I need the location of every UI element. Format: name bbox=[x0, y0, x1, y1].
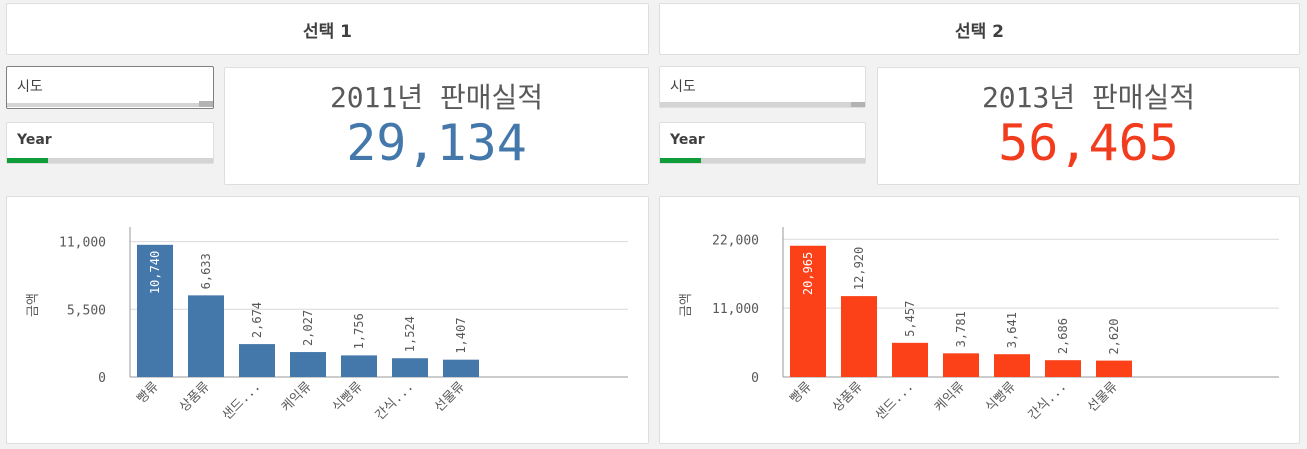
filter-year-1-label: Year bbox=[17, 132, 52, 148]
chart-2-plot: 금액 0 11,000 22,000 20,965 빵류 12,920 상품류 5,457 샌드.… bbox=[679, 227, 1279, 423]
bar-value-label: 2,620 bbox=[1107, 318, 1121, 354]
bar-value-label: 10,740 bbox=[148, 251, 162, 294]
y-tick-label: 11,000 bbox=[712, 302, 759, 317]
x-category-label: 식빵류 bbox=[330, 379, 366, 415]
sheet-header-2: 선택 2 bbox=[659, 3, 1300, 55]
x-category-label: 샌드... bbox=[220, 379, 264, 423]
sheet-header-1: 선택 1 bbox=[6, 3, 649, 55]
chart-1-plot: 금액 0 5,500 11,000 10,740 빵류 6,633 상품류 2,674 샌드...… bbox=[26, 227, 628, 423]
x-category-label: 식빵류 bbox=[983, 379, 1019, 415]
filter-sido-2-track bbox=[660, 102, 865, 107]
bar-value-label: 2,027 bbox=[301, 310, 315, 346]
filter-year-2-track bbox=[660, 158, 865, 163]
filter-sido-1-track bbox=[7, 103, 213, 107]
kpi-2011[interactable]: 2011년 판매실적 29,134 bbox=[224, 67, 649, 185]
sheet-header-1-title: 선택 1 bbox=[302, 21, 353, 42]
filter-sido-1-scrollbar[interactable] bbox=[199, 101, 213, 107]
x-category-label: 상품류 bbox=[830, 379, 866, 415]
y-tick-label: 0 bbox=[751, 371, 759, 386]
filter-year-2-label: Year bbox=[670, 132, 705, 148]
x-category-label: 케익류 bbox=[932, 379, 968, 415]
x-category-label: 빵류 bbox=[787, 379, 815, 407]
bar-1[interactable] bbox=[790, 245, 826, 377]
filter-year-1-track bbox=[7, 158, 213, 163]
filter-sido-1-label: 시도 bbox=[17, 79, 43, 95]
kpi-2011-value: 29,134 bbox=[346, 114, 527, 172]
kpi-2013-value: 56,465 bbox=[998, 114, 1179, 172]
x-category-label: 빵류 bbox=[134, 379, 162, 407]
bar-7[interactable] bbox=[1096, 360, 1132, 377]
bar-2[interactable] bbox=[841, 296, 877, 377]
bar-3[interactable] bbox=[239, 344, 275, 377]
filter-sido-2-label: 시도 bbox=[670, 79, 696, 95]
bar-6[interactable] bbox=[1045, 360, 1081, 377]
x-category-label: 상품류 bbox=[177, 379, 213, 415]
kpi-2011-title: 2011년 판매실적 bbox=[329, 81, 544, 114]
bar-value-label: 3,641 bbox=[1005, 312, 1019, 348]
filter-sido-1[interactable]: 시도 bbox=[6, 66, 214, 109]
bar-3[interactable] bbox=[892, 342, 928, 377]
filter-year-2[interactable]: Year bbox=[659, 122, 866, 164]
filter-year-2-selection-bar bbox=[660, 158, 701, 163]
x-category-label: 간식... bbox=[373, 379, 417, 423]
filter-year-1[interactable]: Year bbox=[6, 122, 214, 164]
bar-value-label: 1,524 bbox=[403, 316, 417, 352]
kpi-2013-title: 2013년 판매실적 bbox=[981, 81, 1196, 114]
bar-value-label: 2,674 bbox=[250, 302, 264, 338]
bar-5[interactable] bbox=[341, 355, 377, 377]
x-category-label: 간식... bbox=[1026, 379, 1070, 423]
bar-4[interactable] bbox=[943, 353, 979, 377]
y-tick-label: 22,000 bbox=[712, 233, 759, 248]
bar-value-label: 6,633 bbox=[199, 253, 213, 289]
bar-7[interactable] bbox=[443, 359, 479, 377]
filter-sido-2[interactable]: 시도 bbox=[659, 66, 866, 108]
filter-sido-2-scrollbar[interactable] bbox=[851, 102, 865, 107]
x-category-label: 선물류 bbox=[432, 379, 468, 415]
y-tick-label: 0 bbox=[98, 371, 106, 386]
y-tick-label: 11,000 bbox=[59, 236, 106, 251]
chart-card-1[interactable]: 금액 0 5,500 11,000 10,740 빵류 6,633 상품류 2,674 샌드...… bbox=[6, 196, 649, 444]
bar-value-label: 5,457 bbox=[903, 301, 917, 337]
sheet-header-2-title: 선택 2 bbox=[954, 21, 1005, 42]
filter-year-1-selection-bar bbox=[7, 158, 49, 163]
x-category-label: 선물류 bbox=[1085, 379, 1121, 415]
bar-2[interactable] bbox=[188, 295, 224, 377]
bar-value-label: 1,756 bbox=[352, 313, 366, 349]
bar-4[interactable] bbox=[290, 352, 326, 377]
kpi-2013[interactable]: 2013년 판매실적 56,465 bbox=[877, 67, 1300, 185]
bar-5[interactable] bbox=[994, 354, 1030, 377]
bar-6[interactable] bbox=[392, 358, 428, 377]
bar-chart-2[interactable]: 금액 0 11,000 22,000 20,965 빵류 12,920 상품류 5,457 샌드.… bbox=[660, 197, 1299, 443]
x-category-label: 케익류 bbox=[279, 379, 315, 415]
bar-value-label: 20,965 bbox=[801, 252, 815, 295]
bar-chart-1[interactable]: 금액 0 5,500 11,000 10,740 빵류 6,633 상품류 2,674 샌드...… bbox=[7, 197, 648, 443]
bar-1[interactable] bbox=[137, 244, 173, 377]
x-category-label: 샌드... bbox=[873, 379, 917, 423]
bar-value-label: 2,686 bbox=[1056, 318, 1070, 354]
y-tick-label: 5,500 bbox=[67, 303, 106, 318]
chart-card-2[interactable]: 금액 0 11,000 22,000 20,965 빵류 12,920 상품류 5,457 샌드.… bbox=[659, 196, 1300, 444]
bar-value-label: 3,781 bbox=[954, 311, 968, 347]
bar-value-label: 12,920 bbox=[852, 247, 866, 290]
y-axis-title: 금액 bbox=[679, 293, 694, 317]
bar-value-label: 1,407 bbox=[454, 318, 468, 354]
y-axis-title: 금액 bbox=[26, 293, 41, 317]
